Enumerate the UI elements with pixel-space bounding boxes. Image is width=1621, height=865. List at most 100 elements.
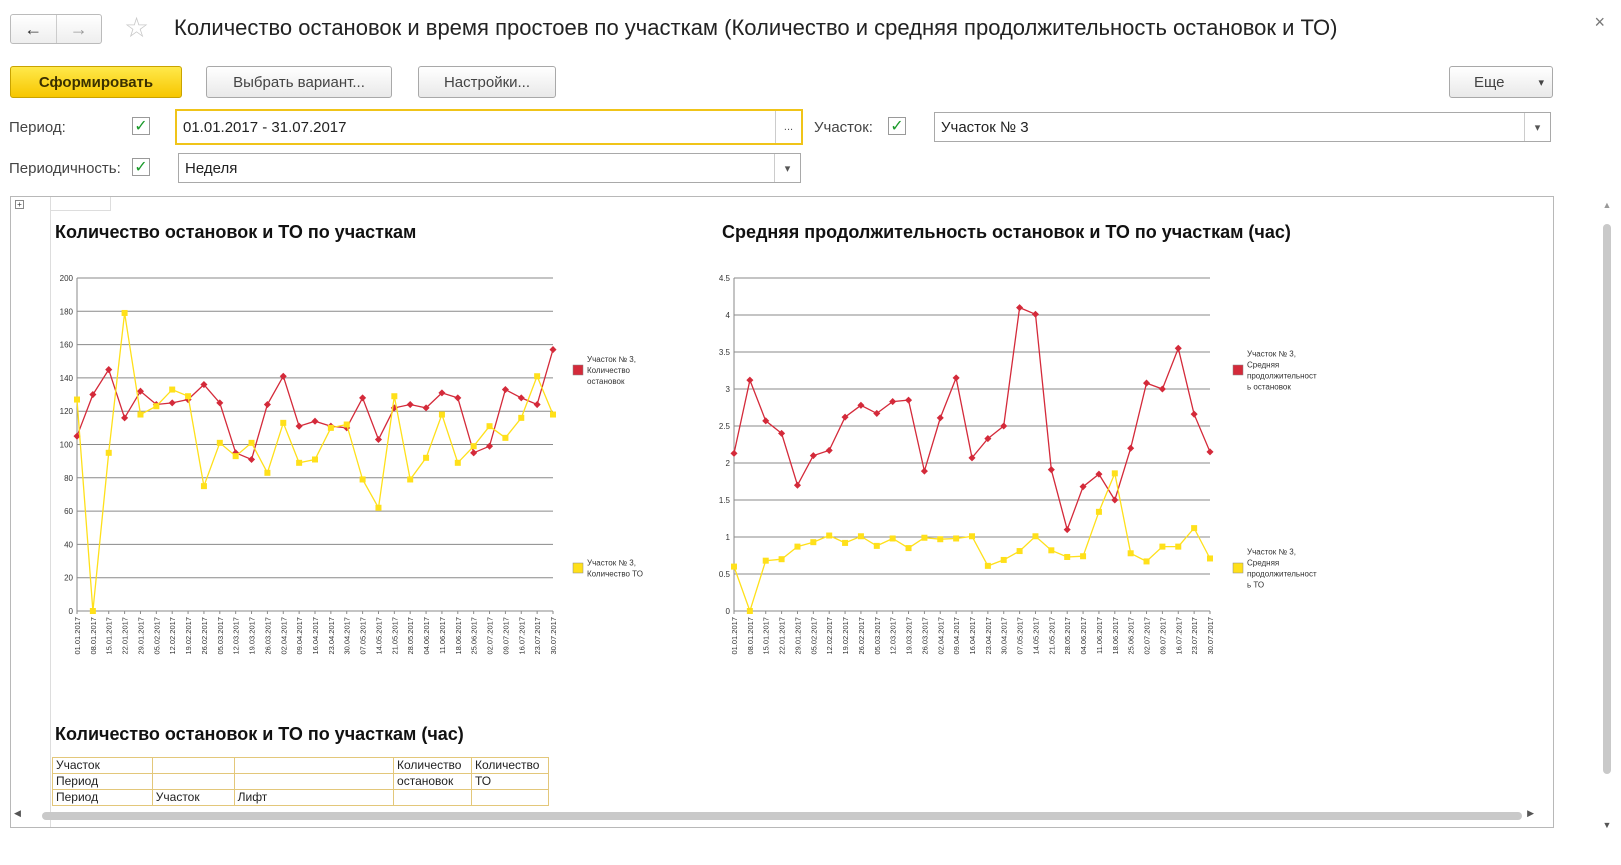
data-point	[1175, 543, 1182, 550]
scroll-down-icon[interactable]: ▼	[1602, 820, 1612, 830]
data-point	[454, 459, 461, 466]
x-tick-label: 19.03.2017	[248, 617, 257, 655]
data-point	[121, 414, 129, 422]
data-point	[280, 419, 287, 426]
data-point	[502, 434, 509, 441]
x-tick-label: 15.01.2017	[105, 617, 114, 655]
x-tick-label: 01.01.2017	[73, 617, 82, 655]
horizontal-scrollbar[interactable]: ◀ ▶	[14, 808, 1534, 822]
data-point	[343, 421, 350, 428]
x-tick-label: 14.05.2017	[1031, 617, 1040, 655]
table-cell: Количество	[471, 757, 549, 774]
settings-button[interactable]: Настройки...	[418, 66, 556, 98]
x-tick-label: 18.06.2017	[1111, 617, 1120, 655]
favorite-star-icon[interactable]: ☆	[124, 12, 150, 43]
table-cell	[471, 789, 549, 806]
data-point	[1032, 533, 1039, 540]
data-point	[454, 394, 462, 402]
chart-stops-count: 0 20 40 60 80 100 120 140 160 180 200 01.01.2017 08.…	[60, 274, 643, 655]
x-tick-label: 12.03.2017	[232, 617, 241, 655]
chevron-down-icon[interactable]: ▾	[1524, 113, 1550, 141]
data-point	[1064, 553, 1071, 560]
data-point	[1048, 547, 1055, 554]
generate-button[interactable]: Сформировать	[10, 66, 182, 98]
data-point	[857, 401, 865, 409]
expand-icon[interactable]: +	[15, 200, 24, 209]
data-point	[1111, 470, 1118, 477]
back-arrow-icon[interactable]: ←	[24, 18, 43, 39]
data-point	[937, 536, 944, 543]
y-tick-label: 0	[69, 607, 74, 616]
data-point	[968, 454, 976, 462]
legend-swatch	[572, 562, 584, 574]
report-area: +	[10, 196, 1554, 828]
forward-arrow-icon[interactable]: →	[55, 15, 102, 43]
periodicity-checkbox[interactable]: ✓	[132, 158, 150, 176]
legend-label: продолжительност	[1247, 372, 1317, 381]
data-point	[406, 401, 414, 409]
scroll-left-icon[interactable]: ◀	[14, 808, 21, 818]
section-label: Участок:	[814, 119, 873, 136]
period-select-button[interactable]: ...	[775, 111, 801, 143]
legend-swatch	[1232, 364, 1244, 376]
data-point	[825, 446, 833, 454]
vertical-scrollbar[interactable]: ▲ ▼	[1601, 200, 1613, 830]
data-point	[1174, 344, 1182, 352]
period-checkbox[interactable]: ✓	[132, 117, 150, 135]
data-point	[873, 542, 880, 549]
data-point	[1080, 553, 1087, 560]
legend-label: Участок № 3,	[587, 559, 636, 568]
y-tick-label: 4.5	[719, 274, 731, 283]
data-point	[1206, 448, 1214, 456]
legend-label: продолжительност	[1247, 570, 1317, 579]
data-point	[1047, 466, 1055, 474]
data-point	[936, 414, 944, 422]
data-point	[312, 456, 318, 463]
periodicity-select[interactable]: Неделя ▾	[178, 153, 801, 183]
page-title: Количество остановок и время простоев по…	[174, 15, 1338, 40]
data-point	[391, 393, 398, 400]
section-checkbox[interactable]: ✓	[888, 117, 906, 135]
x-tick-label: 25.06.2017	[1127, 617, 1136, 655]
data-point	[857, 533, 864, 540]
scroll-thumb[interactable]	[42, 812, 1522, 820]
data-point	[153, 403, 160, 410]
data-point	[905, 545, 912, 552]
x-tick-label: 16.04.2017	[968, 617, 977, 655]
data-point	[1159, 543, 1166, 550]
x-tick-label: 12.03.2017	[889, 617, 898, 655]
more-button[interactable]: Еще ▾	[1449, 66, 1553, 98]
report-table: Участок Количество Количество Период ост…	[52, 757, 549, 806]
table-cell: Период	[52, 789, 153, 806]
chevron-down-icon[interactable]: ▾	[774, 154, 800, 182]
legend-label: остановок	[587, 377, 625, 386]
data-point	[794, 543, 801, 550]
data-point	[169, 386, 176, 393]
x-tick-label: 02.04.2017	[279, 617, 288, 655]
y-tick-label: 100	[60, 441, 74, 450]
x-tick-label: 05.02.2017	[152, 617, 161, 655]
choose-variant-button[interactable]: Выбрать вариант...	[206, 66, 392, 98]
table-cell: ТО	[471, 773, 549, 790]
close-icon[interactable]: ×	[1594, 12, 1605, 32]
scroll-right-icon[interactable]: ▶	[1527, 808, 1534, 818]
data-point	[549, 346, 557, 354]
x-tick-label: 05.03.2017	[216, 617, 225, 655]
more-label: Еще	[1474, 73, 1505, 91]
y-tick-label: 2.5	[719, 422, 731, 431]
section-select[interactable]: Участок № 3 ▾	[934, 112, 1551, 142]
data-point	[121, 309, 128, 316]
legend-label: Количество	[587, 366, 631, 375]
table-cell	[152, 757, 235, 774]
data-point	[746, 376, 754, 384]
data-point	[921, 534, 928, 541]
data-point	[810, 539, 817, 546]
data-point	[438, 411, 445, 418]
data-point	[374, 435, 383, 444]
period-input[interactable]: 01.01.2017 - 31.07.2017 ...	[175, 109, 803, 145]
data-point	[731, 563, 737, 570]
scroll-up-icon[interactable]: ▲	[1602, 200, 1612, 210]
chart1-title: Количество остановок и ТО по участкам	[55, 222, 417, 242]
scroll-thumb[interactable]	[1603, 224, 1611, 774]
data-point	[1000, 422, 1008, 430]
